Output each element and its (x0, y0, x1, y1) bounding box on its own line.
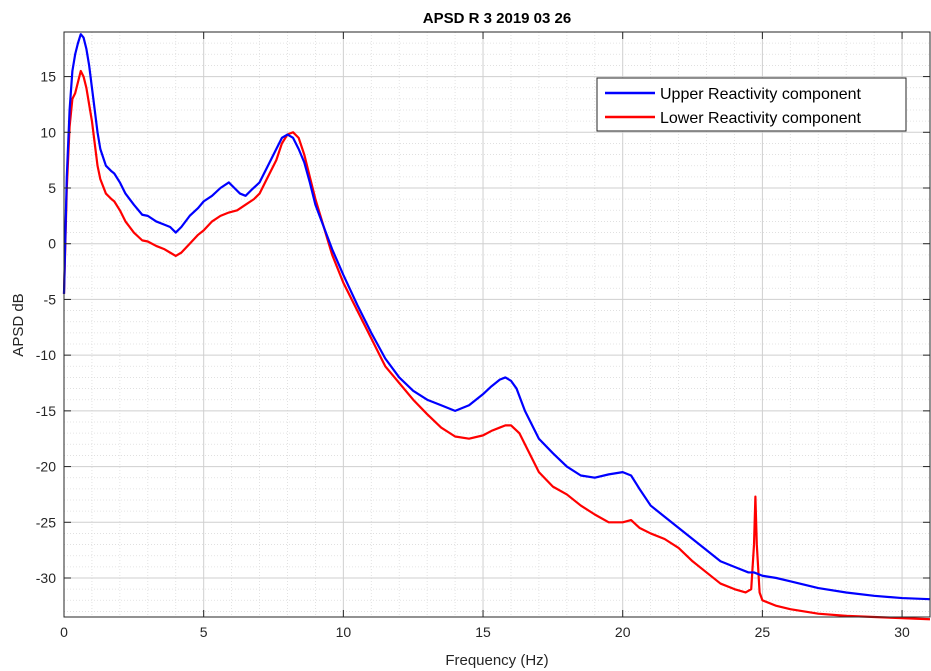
legend-box (596, 77, 907, 132)
legend-label-upper: Upper Reactivity component (660, 86, 862, 103)
y-axis-label: APSD dB (10, 293, 27, 356)
y-tick-label: 5 (48, 180, 56, 196)
chart-title: APSD R 3 2019 03 26 (423, 10, 571, 27)
x-tick-label: 25 (755, 624, 771, 640)
legend-label-lower: Lower Reactivity component (660, 110, 862, 127)
y-tick-label: -15 (36, 403, 56, 419)
tick-layer: 0 5 10 15 20 25 30 -30 -25 -20 -15 -10 -5 0 5 10 15 (36, 32, 930, 640)
y-tick-label: 10 (40, 124, 56, 140)
y-tick-label: -5 (44, 291, 57, 307)
x-tick-label: 20 (615, 624, 631, 640)
y-tick-label: -30 (36, 570, 56, 586)
y-tick-label: 15 (40, 69, 56, 85)
x-tick-label: 15 (475, 624, 491, 640)
x-axis-label: Frequency (Hz) (445, 652, 548, 669)
series-line-upper (62, 33, 931, 601)
y-tick-label: -20 (36, 459, 56, 475)
y-tick-label: 0 (48, 236, 56, 252)
x-tick-label: 0 (60, 624, 68, 640)
legend: Upper Reactivity component Lower Reactiv… (596, 77, 907, 132)
x-tick-label: 30 (894, 624, 910, 640)
y-tick-label: -10 (36, 347, 56, 363)
x-tick-label: 5 (200, 624, 208, 640)
plot-frame (63, 31, 931, 618)
series-layer (62, 33, 931, 621)
y-tick-label: -25 (36, 514, 56, 530)
series-line-lower (62, 69, 931, 621)
x-tick-label: 10 (336, 624, 352, 640)
